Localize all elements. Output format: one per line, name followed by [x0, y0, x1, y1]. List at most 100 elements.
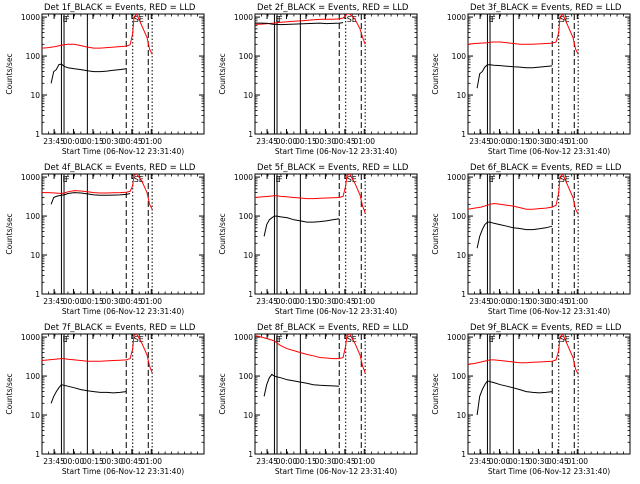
x-tick-label: 01:00: [140, 297, 162, 306]
x-tick-label: 01:00: [140, 137, 162, 146]
y-axis-label: Counts/sec: [5, 53, 14, 94]
x-tick-label: 00:30: [528, 457, 550, 466]
panel-svg: Det 5f_BLACK = Events, RED = LLD 1 10 100 10…: [218, 163, 418, 316]
x-tick-label: 00:45: [121, 137, 143, 146]
event-label: F: [491, 335, 496, 344]
black-series-line: [50, 192, 131, 205]
series-group: [468, 174, 579, 249]
event-label: SE: [347, 15, 357, 24]
y-tick-label: 10: [243, 251, 253, 260]
series-group: [468, 14, 579, 89]
panel-det-7: Det 7f_BLACK = Events, RED = LLD 1 10 100 10…: [0, 320, 213, 480]
event-label: SE: [134, 335, 144, 344]
y-tick-label: 100: [452, 212, 467, 221]
plot-frame: [467, 333, 631, 455]
x-tick-label: 01:00: [353, 297, 375, 306]
black-series-line: [263, 215, 340, 237]
y-tick-label: 1: [461, 450, 466, 459]
x-tick-label: 23:45: [256, 137, 278, 146]
event-label: F: [65, 15, 70, 24]
x-axis-label: Start Time (06-Nov-12 23:31:40): [488, 307, 610, 316]
y-tick-label: 100: [239, 372, 254, 381]
event-label: E: [488, 15, 493, 24]
y-axis-label: Counts/sec: [431, 373, 440, 414]
y-tick-label: 100: [452, 372, 467, 381]
event-label: E: [275, 175, 280, 184]
y-axis-label: Counts/sec: [431, 213, 440, 254]
y-axis-label: Counts/sec: [218, 213, 227, 254]
x-axis-label: Start Time (06-Nov-12 23:31:40): [275, 467, 397, 476]
x-tick-label: 00:45: [547, 137, 569, 146]
x-tick-label: 00:00: [63, 457, 85, 466]
y-tick-label: 10: [243, 411, 253, 420]
plot-frame: [467, 13, 631, 135]
panel-title: Det 5f_BLACK = Events, RED = LLD: [257, 163, 409, 173]
event-label: E: [488, 175, 493, 184]
x-tick-label: 23:45: [469, 457, 491, 466]
x-axis-label: Start Time (06-Nov-12 23:31:40): [275, 147, 397, 156]
x-tick-label: 23:45: [43, 137, 65, 146]
y-axis-label: Counts/sec: [218, 53, 227, 94]
x-tick-label: 00:15: [82, 457, 104, 466]
series-group: [255, 174, 366, 237]
y-tick-label: 100: [239, 212, 254, 221]
panel-det-4: Det 4f_BLACK = Events, RED = LLD 1 10 100 10…: [0, 160, 213, 320]
y-axis-label: Counts/sec: [5, 213, 14, 254]
x-tick-label: 00:30: [102, 137, 124, 146]
x-tick-label: 00:45: [121, 457, 143, 466]
panel-title: Det 6f_BLACK = Events, RED = LLD: [470, 163, 622, 173]
plot-frame: [254, 173, 418, 295]
series-group: [468, 334, 579, 416]
x-tick-label: 00:15: [295, 457, 317, 466]
x-tick-label: 00:45: [334, 297, 356, 306]
y-tick-label: 10: [30, 251, 40, 260]
series-group: [42, 174, 153, 210]
panel-title: Det 8f_BLACK = Events, RED = LLD: [257, 323, 409, 333]
y-tick-label: 1000: [234, 173, 253, 182]
x-tick-label: 00:45: [547, 457, 569, 466]
panel-svg: Det 2f_BLACK = Events, RED = LLD 1 10 100 10…: [218, 3, 418, 156]
red-series-line: [255, 334, 366, 374]
y-tick-label: 1: [248, 290, 253, 299]
y-axis-label: Counts/sec: [218, 373, 227, 414]
event-label: F: [65, 335, 70, 344]
panel-det-5: Det 5f_BLACK = Events, RED = LLD 1 10 100 10…: [213, 160, 426, 320]
panel-svg: Det 6f_BLACK = Events, RED = LLD 1 10 100 10…: [431, 163, 631, 316]
plot-frame: [41, 13, 205, 135]
y-tick-label: 1000: [447, 173, 466, 182]
x-tick-label: 00:15: [508, 137, 530, 146]
x-tick-label: 00:00: [63, 137, 85, 146]
y-tick-label: 1: [35, 290, 40, 299]
x-tick-label: 00:00: [276, 297, 298, 306]
x-tick-label: 00:45: [547, 297, 569, 306]
y-tick-label: 1000: [234, 13, 253, 22]
y-tick-label: 1000: [447, 13, 466, 22]
x-tick-label: 00:00: [276, 137, 298, 146]
x-axis-label: Start Time (06-Nov-12 23:31:40): [62, 467, 184, 476]
y-tick-label: 1000: [21, 333, 40, 342]
black-series-line: [476, 380, 553, 416]
y-axis-label: Counts/sec: [431, 53, 440, 94]
x-axis-label: Start Time (06-Nov-12 23:31:40): [488, 467, 610, 476]
x-tick-label: 00:00: [489, 297, 511, 306]
red-series-line: [255, 14, 366, 45]
panel-svg: Det 8f_BLACK = Events, RED = LLD 1 10 100 10…: [218, 323, 418, 476]
red-series-line: [468, 174, 579, 215]
y-tick-label: 1: [35, 130, 40, 139]
y-tick-label: 1: [461, 130, 466, 139]
event-label: F: [278, 15, 283, 24]
event-label: SE: [347, 335, 357, 344]
event-label: SE: [134, 175, 144, 184]
x-tick-label: 00:30: [315, 457, 337, 466]
x-tick-label: 23:45: [43, 297, 65, 306]
x-axis-label: Start Time (06-Nov-12 23:31:40): [62, 147, 184, 156]
y-tick-label: 10: [30, 411, 40, 420]
plot-frame: [254, 333, 418, 455]
black-series-line: [50, 63, 127, 84]
x-tick-label: 00:15: [508, 457, 530, 466]
series-group: [42, 14, 153, 84]
black-series-line: [476, 221, 553, 249]
x-tick-label: 00:45: [121, 297, 143, 306]
panel-title: Det 9f_BLACK = Events, RED = LLD: [470, 323, 622, 333]
x-axis-label: Start Time (06-Nov-12 23:31:40): [62, 307, 184, 316]
